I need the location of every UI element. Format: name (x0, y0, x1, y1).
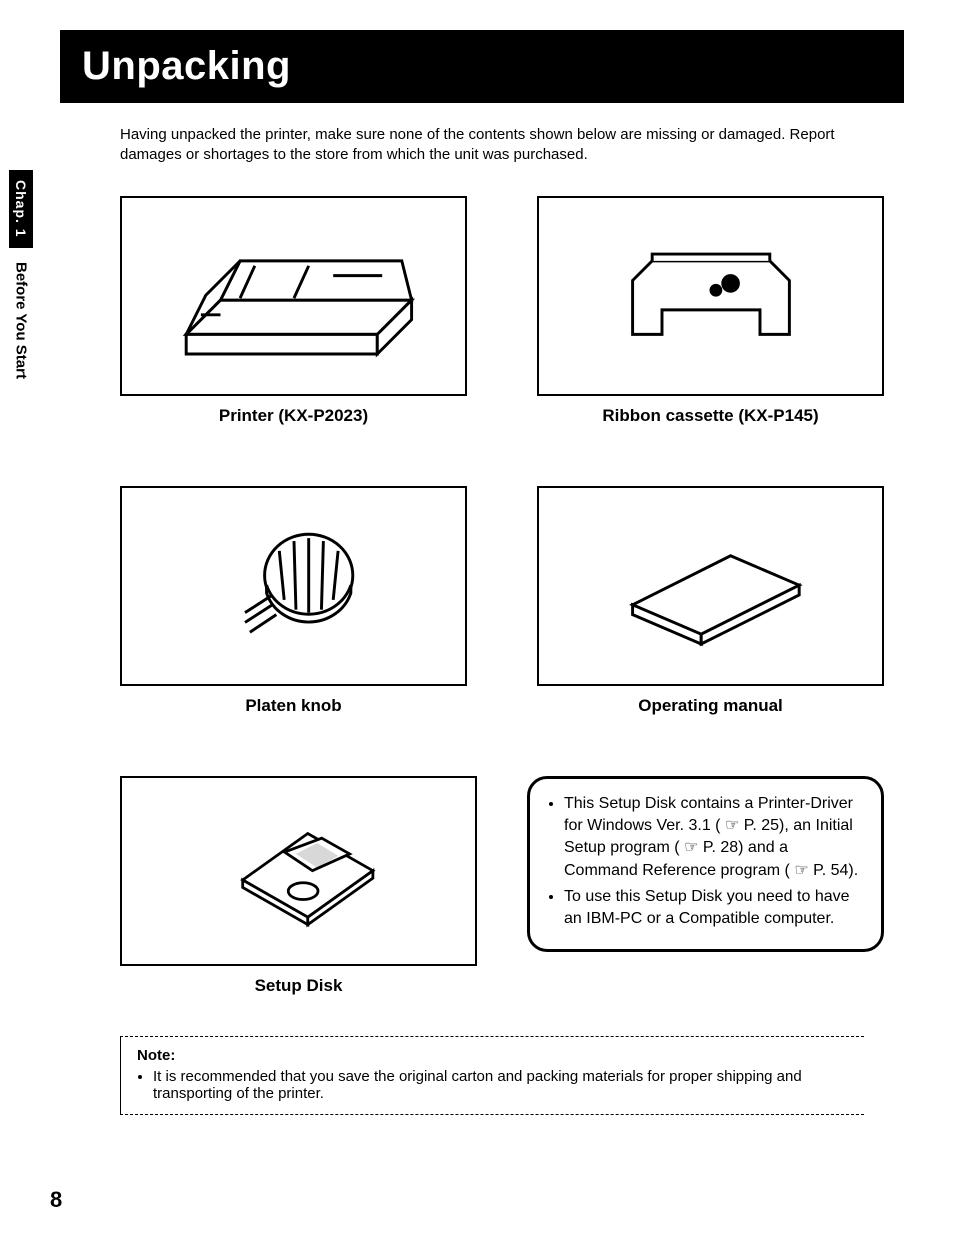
pointer-icon: ☞ (725, 817, 739, 834)
note-block: Note: It is recommended that you save th… (120, 1036, 864, 1115)
chapter-tab: Chap. 1 (9, 170, 33, 248)
info-bullet-1: This Setup Disk contains a Printer-Drive… (564, 793, 863, 883)
section-header: Unpacking (60, 30, 904, 103)
section-title: Unpacking (82, 44, 884, 89)
info-box: This Setup Disk contains a Printer-Drive… (527, 776, 884, 952)
floppy-icon (159, 787, 438, 954)
item-printer: Printer (KX-P2023) (120, 196, 467, 426)
row-3: Setup Disk This Setup Disk contains a Pr… (120, 776, 884, 996)
info-bullet-2: To use this Setup Disk you need to have … (564, 886, 863, 931)
printer-illustration (120, 196, 467, 396)
side-tab: Chap. 1 Before You Start (0, 170, 42, 379)
ribbon-icon (564, 207, 858, 383)
platen-illustration (120, 486, 467, 686)
section-tab: Before You Start (9, 248, 34, 379)
ribbon-illustration (537, 196, 884, 396)
page-number: 8 (50, 1187, 62, 1213)
pointer-icon: ☞ (794, 862, 808, 879)
item-disk: Setup Disk (120, 776, 477, 996)
disk-caption: Setup Disk (120, 976, 477, 996)
intro-text: Having unpacked the printer, make sure n… (120, 125, 864, 166)
printer-caption: Printer (KX-P2023) (120, 406, 467, 426)
item-platen: Platen knob (120, 486, 467, 716)
manual-icon (564, 497, 858, 673)
pointer-icon: ☞ (684, 839, 698, 856)
note-text: It is recommended that you save the orig… (153, 1068, 848, 1102)
platen-icon (147, 497, 441, 673)
disk-illustration (120, 776, 477, 966)
item-ribbon: Ribbon cassette (KX-P145) (537, 196, 884, 426)
note-title: Note: (137, 1047, 848, 1064)
manual-caption: Operating manual (537, 696, 884, 716)
items-grid: Printer (KX-P2023) Ribbon cassette (KX-P… (120, 196, 884, 716)
manual-illustration (537, 486, 884, 686)
printer-icon (147, 207, 441, 383)
platen-caption: Platen knob (120, 696, 467, 716)
item-manual: Operating manual (537, 486, 884, 716)
ribbon-caption: Ribbon cassette (KX-P145) (537, 406, 884, 426)
page: Unpacking Having unpacked the printer, m… (0, 0, 954, 1235)
